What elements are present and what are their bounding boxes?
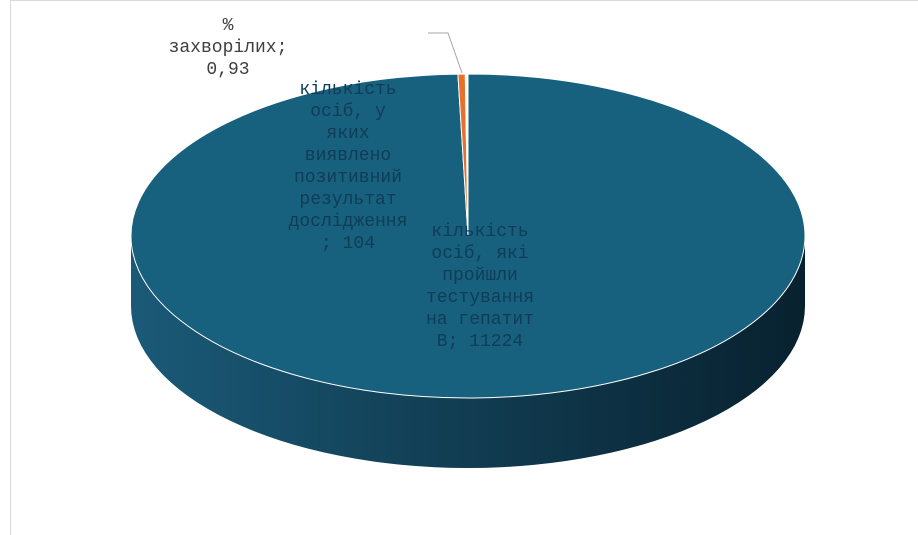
label-tested-line: В; 11224: [437, 332, 523, 352]
chart-frame-top: [10, 0, 918, 1]
pie-side-wall: [131, 236, 805, 468]
label-positive-line: кількість: [299, 80, 396, 100]
label-percent-line: %: [223, 16, 234, 36]
label-tested-line: кількість: [431, 222, 528, 242]
label-positive-line: яких: [326, 124, 369, 144]
label-tested: кількість осіб, які пройшли тестування на ге…: [426, 222, 534, 352]
label-tested-line: осіб, які: [431, 243, 528, 264]
label-positive-line: осіб, у: [310, 101, 386, 122]
label-positive-line: ; 104: [321, 234, 375, 254]
label-positive-line: виявлено: [305, 146, 391, 166]
label-percent-line: захворілих;: [169, 38, 288, 58]
leader-line: [428, 32, 463, 74]
slice-positive: [464, 73, 469, 237]
label-tested-line: тестування: [426, 288, 534, 308]
label-percent-line: 0,93: [206, 60, 249, 80]
label-positive-line: позитивний: [294, 168, 402, 188]
chart-frame-left: [10, 0, 11, 535]
label-tested-line: пройшли: [442, 266, 518, 286]
label-tested-line: на гепатит: [426, 310, 534, 330]
label-positive-line: дослідження: [289, 212, 408, 232]
label-percent: % захворілих; 0,93: [169, 16, 288, 80]
label-positive: кількість осіб, у яких виявлено позитивний ре…: [289, 80, 408, 254]
label-positive-line: результат: [299, 190, 396, 210]
